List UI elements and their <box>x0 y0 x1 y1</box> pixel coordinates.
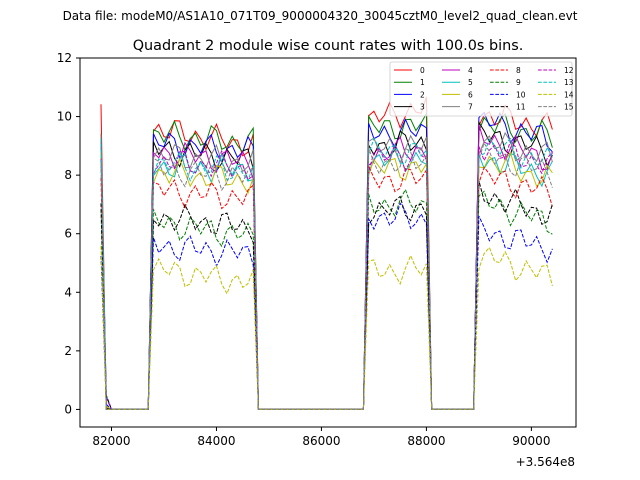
legend-label-0: 0 <box>420 66 425 75</box>
legend-label-10: 10 <box>516 90 526 99</box>
legend-label-1: 1 <box>420 78 425 87</box>
x-tick-label: 82000 <box>92 434 130 448</box>
legend-label-15: 15 <box>564 103 574 112</box>
legend-label-4: 4 <box>468 66 473 75</box>
legend-label-13: 13 <box>564 78 574 87</box>
legend-label-6: 6 <box>468 90 473 99</box>
x-axis-offset-label: +3.564e8 <box>516 455 575 469</box>
x-tick-label: 90000 <box>512 434 550 448</box>
y-tick-label: 4 <box>64 285 72 299</box>
legend-label-5: 5 <box>468 78 473 87</box>
legend-label-8: 8 <box>516 66 521 75</box>
y-tick-label: 0 <box>64 402 72 416</box>
y-tick-label: 6 <box>64 227 72 241</box>
chart-suptitle: Data file: modeM0/AS1A10_071T09_90000043… <box>63 9 578 23</box>
y-tick-label: 8 <box>64 168 72 182</box>
legend-label-12: 12 <box>564 66 574 75</box>
plot-background <box>80 58 576 427</box>
legend-label-9: 9 <box>516 78 521 87</box>
legend-label-3: 3 <box>420 103 425 112</box>
plot-area <box>79 57 577 428</box>
x-tick-label: 86000 <box>302 434 340 448</box>
legend-label-11: 11 <box>516 103 526 112</box>
series-layer <box>100 96 553 410</box>
legend-label-2: 2 <box>420 90 425 99</box>
legend-label-7: 7 <box>468 103 473 112</box>
x-tick-label: 84000 <box>197 434 235 448</box>
legend-label-14: 14 <box>564 90 574 99</box>
x-tick-label: 88000 <box>407 434 445 448</box>
y-tick-label: 10 <box>57 110 72 124</box>
y-tick-label: 2 <box>64 344 72 358</box>
x-axis: 82000 84000 86000 88000 90000 <box>92 427 550 448</box>
series-line-15 <box>100 142 553 410</box>
chart-title: Quadrant 2 module wise count rates with … <box>133 38 524 54</box>
plot-frame <box>79 57 577 428</box>
y-axis: 0 2 4 6 8 10 12 <box>57 51 80 416</box>
y-tick-label: 12 <box>57 51 72 65</box>
legend-frame <box>389 61 573 117</box>
